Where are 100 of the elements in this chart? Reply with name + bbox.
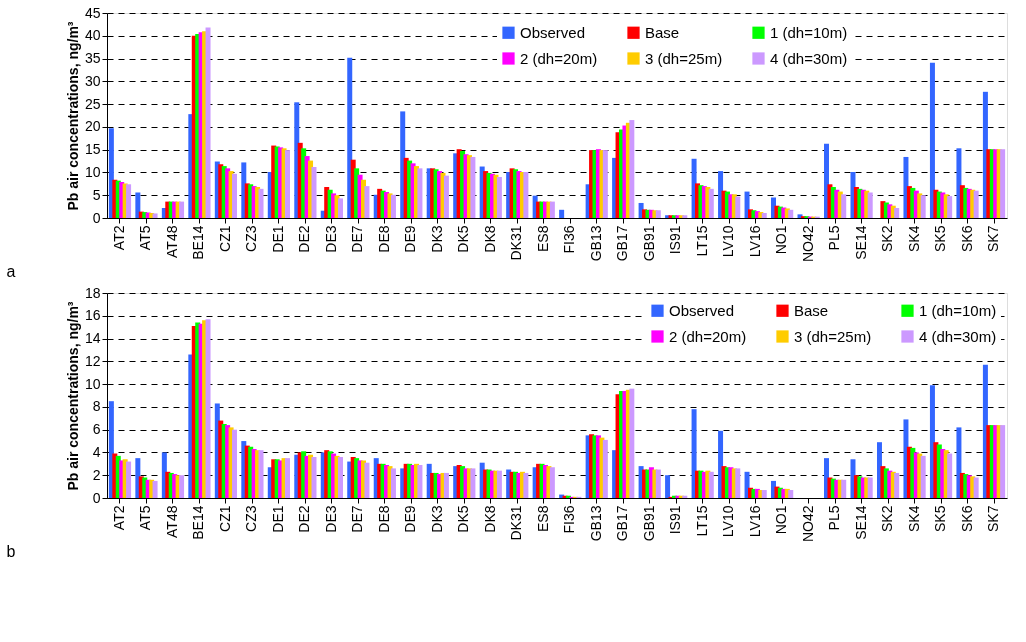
x-tick-label: DE3: [322, 505, 339, 533]
x-tick-label: DK31: [508, 505, 525, 541]
x-tick-label: GB13: [587, 225, 604, 262]
bar: [179, 201, 185, 218]
y-tick-label: 18: [84, 284, 101, 301]
y-tick-label: 35: [84, 50, 101, 67]
x-tick-label: DK31: [508, 225, 525, 261]
bar: [947, 453, 953, 498]
x-tick-label: SK6: [958, 505, 975, 532]
legend-label: 3 (dh=25m): [794, 327, 872, 345]
x-tick-label: DE2: [296, 225, 313, 253]
bar: [232, 173, 238, 218]
legend-label: 3 (dh=25m): [645, 49, 723, 67]
x-tick-label: DK8: [481, 225, 498, 253]
x-tick-label: BE14: [190, 505, 207, 540]
x-tick-label: AT2: [110, 225, 127, 251]
x-tick-label: ES8: [534, 505, 551, 532]
x-tick-label: SK2: [879, 505, 896, 532]
y-tick-label: 30: [84, 72, 101, 89]
x-tick-label: DE8: [375, 225, 392, 253]
x-tick-label: NO1: [773, 505, 790, 535]
x-tick-label: SK2: [879, 225, 896, 252]
x-tick-label: CZ1: [216, 225, 233, 252]
x-tick-label: PL5: [826, 225, 843, 251]
x-tick-label: SE14: [852, 505, 869, 540]
bar: [947, 196, 953, 218]
legend-label: 1 (dh=10m): [770, 23, 848, 41]
bar: [126, 461, 132, 498]
x-tick-label: AT48: [163, 225, 180, 258]
x-tick-label: IS91: [667, 225, 684, 255]
bar: [559, 209, 565, 218]
bar: [364, 186, 370, 218]
bar: [347, 57, 353, 218]
bar: [788, 209, 794, 218]
y-tick-label: 10: [84, 375, 101, 392]
x-tick-label: ES8: [534, 225, 551, 252]
y-tick-label: 14: [84, 330, 101, 347]
x-tick-label: FI36: [561, 505, 578, 534]
y-tick-label: 16: [84, 307, 101, 324]
legend-label: Base: [645, 23, 680, 41]
bar: [311, 166, 317, 218]
bar: [735, 196, 741, 218]
bar: [788, 490, 794, 498]
x-tick-label: GB17: [614, 225, 631, 262]
legend-label: Observed: [669, 301, 735, 319]
x-tick-label: DE3: [322, 225, 339, 253]
x-tick-label: DK3: [428, 225, 445, 253]
y-tick-label: 0: [92, 489, 101, 506]
x-tick-label: LV16: [746, 505, 763, 538]
y-tick-label: 8: [92, 398, 101, 415]
x-tick-label: DE1: [269, 505, 286, 533]
x-tick-label: DK5: [455, 505, 472, 533]
x-tick-label: DE1: [269, 225, 286, 253]
y-tick-label: 6: [92, 421, 101, 438]
x-tick-label: SK5: [932, 505, 949, 532]
x-tick-label: CZ3: [243, 225, 260, 252]
bar: [841, 194, 847, 218]
x-tick-label: PL5: [826, 505, 843, 531]
x-tick-label: AT48: [163, 505, 180, 538]
bar: [956, 148, 962, 218]
bar: [205, 27, 211, 218]
y-tick-label: 20: [84, 118, 101, 135]
x-tick-label: AT5: [137, 225, 154, 251]
x-tick-label: BE14: [190, 225, 207, 260]
x-tick-label: GB91: [640, 225, 657, 262]
legend-label: 1 (dh=10m): [919, 301, 997, 319]
bar: [894, 472, 900, 498]
bar: [682, 495, 688, 498]
bar: [735, 468, 741, 498]
bar: [417, 464, 423, 498]
x-tick-label: LV10: [720, 505, 737, 538]
bar: [470, 156, 476, 218]
bar: [956, 427, 962, 498]
x-tick-label: DK5: [455, 225, 472, 253]
x-tick-label: FI36: [561, 225, 578, 254]
x-tick-label: SK7: [985, 225, 1002, 252]
bar: [894, 207, 900, 218]
x-tick-label: DE7: [349, 505, 366, 533]
x-tick-label: LV10: [720, 225, 737, 258]
x-tick-label: DE8: [375, 505, 392, 533]
x-tick-label: CZ3: [243, 505, 260, 532]
y-tick-label: 45: [84, 4, 101, 21]
x-tick-label: SE14: [852, 225, 869, 260]
text: b: [6, 542, 16, 560]
bar: [232, 429, 238, 498]
x-tick-label: SK4: [905, 505, 922, 532]
y-axis-title: Pb air concentrations, ng/m³: [64, 301, 81, 491]
bar: [629, 120, 635, 218]
x-tick-label: IS91: [667, 505, 684, 535]
bar: [364, 462, 370, 498]
x-tick-label: LT15: [693, 505, 710, 537]
legend-label: 2 (dh=20m): [520, 49, 598, 67]
x-tick-label: LT15: [693, 225, 710, 257]
y-tick-label: 12: [84, 352, 101, 369]
bar: [1000, 425, 1006, 498]
y-tick-label: 25: [84, 95, 101, 112]
bar: [523, 472, 529, 498]
x-tick-label: DE7: [349, 225, 366, 253]
x-tick-label: SK6: [958, 225, 975, 252]
x-tick-label: SK5: [932, 225, 949, 252]
